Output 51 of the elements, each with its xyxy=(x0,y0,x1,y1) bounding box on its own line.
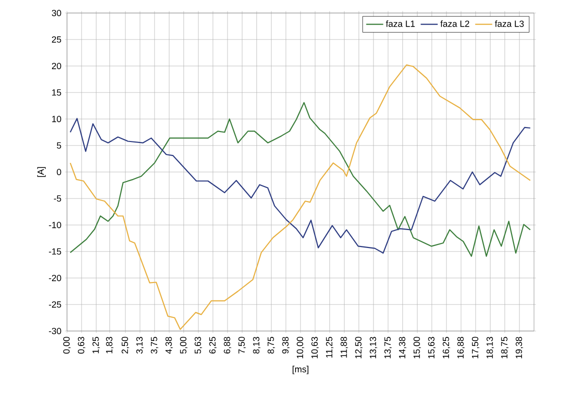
x-tick-label: 4,38 xyxy=(165,336,173,354)
x-tick-label: 11,88 xyxy=(340,336,348,358)
x-tick-label: 3,13 xyxy=(136,336,144,354)
line-series xyxy=(70,64,531,330)
legend-label: faza L3 xyxy=(494,20,524,27)
x-tick-label: 0,63 xyxy=(78,336,86,354)
x-tick-label: 14,38 xyxy=(398,336,406,358)
x-tick-label: 16,88 xyxy=(457,336,465,358)
y-tick-label: 20 xyxy=(52,62,62,70)
y-tick-label: -25 xyxy=(48,301,62,308)
x-tick-label: 13,75 xyxy=(384,336,392,358)
y-tick-label: 0 xyxy=(56,168,62,176)
x-tick-label: 8,75 xyxy=(268,336,276,354)
x-tick-label: 5,00 xyxy=(180,336,188,354)
x-tick-label: 10,63 xyxy=(311,336,319,358)
x-tick-label: 9,38 xyxy=(282,336,290,354)
x-axis-title: [ms] xyxy=(292,366,308,374)
x-tick-label: 17,50 xyxy=(472,336,480,358)
x-tick-label: 10,00 xyxy=(296,336,304,358)
x-tick-label: 7,50 xyxy=(238,336,246,354)
y-axis-title: [A] xyxy=(37,167,46,177)
x-tick-label: 6,88 xyxy=(224,336,232,354)
x-tick-label: 13,13 xyxy=(370,336,378,358)
x-tick-label: 15,63 xyxy=(428,336,436,358)
x-tick-label: 1,83 xyxy=(106,336,114,354)
x-tick-label: 6,25 xyxy=(209,336,217,354)
y-tick-label: 5 xyxy=(56,142,62,149)
y-tick-label: -30 xyxy=(48,328,62,334)
x-tick-label: 8,13 xyxy=(253,336,260,354)
x-tick-label: 15,00 xyxy=(414,336,421,358)
y-tick-label: -15 xyxy=(48,248,62,255)
x-tick-label: 19,38 xyxy=(516,336,524,358)
y-tick-label: 15 xyxy=(52,89,62,96)
y-tick-label: -10 xyxy=(48,222,62,228)
legend-label: faza L1 xyxy=(386,20,415,27)
y-tick-label: -5 xyxy=(54,195,62,202)
x-tick-label: 11,25 xyxy=(326,336,334,358)
x-tick-label: 1,25 xyxy=(92,336,100,354)
x-tick-label: 18,13 xyxy=(486,336,494,358)
y-tick-label: 10 xyxy=(52,116,62,122)
x-tick-label: 16,25 xyxy=(442,336,450,358)
x-tick-label: 3,75 xyxy=(150,336,158,354)
y-tick-label: -20 xyxy=(48,274,62,282)
legend-label: faza L2 xyxy=(440,20,470,27)
y-tick-label: 25 xyxy=(52,36,62,43)
x-tick-label: 0,00 xyxy=(63,336,71,354)
x-tick-label: 18,75 xyxy=(501,336,509,358)
x-tick-label: 12,50 xyxy=(355,336,363,358)
x-tick-label: 5,63 xyxy=(194,336,202,354)
x-tick-label: 2,50 xyxy=(122,336,130,354)
y-tick-label: 30 xyxy=(52,10,62,16)
